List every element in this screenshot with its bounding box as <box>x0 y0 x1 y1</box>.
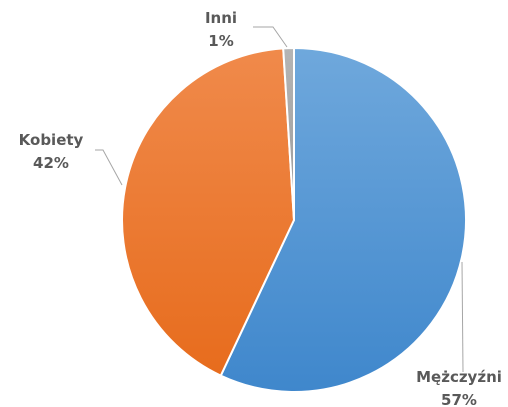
leader-line-mezczyzni <box>461 261 464 373</box>
slice-inni <box>282 46 295 221</box>
slice-label-inni-value: 1% <box>208 32 233 50</box>
slice-label-mezczyzni-name: Mężczyźni <box>416 368 502 386</box>
slice-label-kobiety-name: Kobiety <box>19 131 84 149</box>
slice-label-mezczyzni-value: 57% <box>441 391 477 407</box>
slice-label-inni-name: Inni <box>205 9 237 27</box>
slice-label-kobiety-value: 42% <box>33 154 69 172</box>
slice-kobiety <box>121 47 296 377</box>
leader-line-kobiety <box>95 149 123 186</box>
leader-line-inni <box>253 26 288 48</box>
pie-slices <box>121 46 468 393</box>
slice-mezczyzni <box>219 46 468 393</box>
pie-labels: Inni 1% Kobiety 42% Mężczyźni 57% <box>19 9 502 407</box>
